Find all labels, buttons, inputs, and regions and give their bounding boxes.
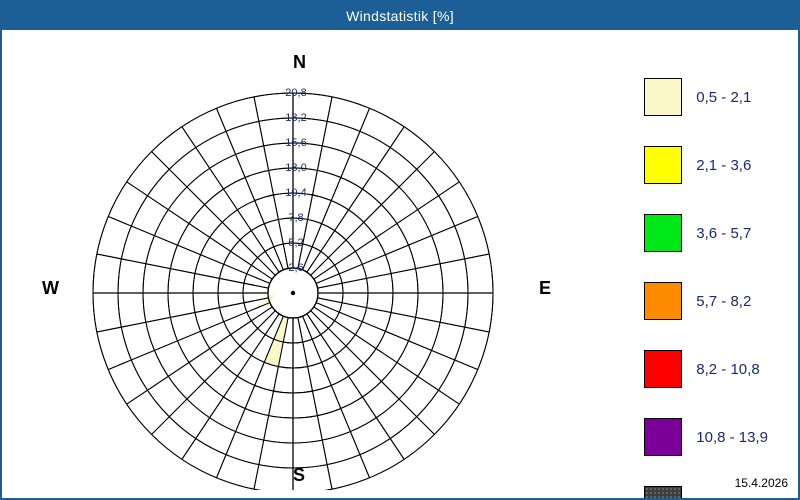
legend-swatch-2 bbox=[644, 214, 682, 252]
radial-tick-label-7: 18,2 bbox=[281, 112, 311, 124]
compass-label-e: E bbox=[539, 278, 551, 299]
main-content: N S W E 2,6 5,2 7,8 10,4 13,0 15,6 18,2 20,8 0,… bbox=[2, 30, 798, 498]
legend-entry-4: 8,2 - 10,8 bbox=[644, 350, 768, 388]
compass-label-w: W bbox=[42, 278, 59, 299]
legend-entry-5: 10,8 - 13,9 bbox=[644, 418, 768, 456]
legend-label-6: > 13,9 bbox=[696, 497, 738, 500]
legend-entry-1: 2,1 - 3,6 bbox=[644, 146, 768, 184]
radial-tick-label-8: 20,8 bbox=[281, 87, 311, 99]
app-window: Windstatistik [%] N S W E 2,6 5,2 7,8 10,4 1… bbox=[0, 0, 800, 500]
radial-tick-label-3: 7,8 bbox=[281, 212, 311, 224]
legend-label-3: 5,7 - 8,2 bbox=[696, 293, 751, 310]
legend-swatch-4 bbox=[644, 350, 682, 388]
legend-swatch-3 bbox=[644, 282, 682, 320]
date-label: 15.4.2026 bbox=[735, 476, 788, 490]
window-title: Windstatistik [%] bbox=[346, 8, 454, 24]
legend-swatch-6 bbox=[644, 486, 682, 500]
legend-swatch-5 bbox=[644, 418, 682, 456]
legend-panel: 0,5 - 2,1 2,1 - 3,6 3,6 - 5,7 5,7 - 8,2 8,2 … bbox=[644, 78, 768, 500]
legend-entry-3: 5,7 - 8,2 bbox=[644, 282, 768, 320]
legend-label-2: 3,6 - 5,7 bbox=[696, 225, 751, 242]
legend-label-0: 0,5 - 2,1 bbox=[696, 89, 751, 106]
legend-entry-2: 3,6 - 5,7 bbox=[644, 214, 768, 252]
title-bar: Windstatistik [%] bbox=[2, 2, 798, 30]
legend-entry-0: 0,5 - 2,1 bbox=[644, 78, 768, 116]
radial-tick-label-4: 10,4 bbox=[281, 187, 311, 199]
radial-tick-label-1: 2,6 bbox=[281, 262, 311, 274]
legend-label-4: 8,2 - 10,8 bbox=[696, 361, 759, 378]
legend-label-5: 10,8 - 13,9 bbox=[696, 429, 768, 446]
compass-label-s: S bbox=[293, 465, 305, 486]
legend-label-1: 2,1 - 3,6 bbox=[696, 157, 751, 174]
legend-swatch-0 bbox=[644, 78, 682, 116]
radial-tick-label-6: 15,6 bbox=[281, 137, 311, 149]
radial-tick-label-5: 13,0 bbox=[281, 162, 311, 174]
compass-label-n: N bbox=[293, 52, 306, 73]
legend-swatch-1 bbox=[644, 146, 682, 184]
radial-tick-label-2: 5,2 bbox=[281, 237, 311, 249]
